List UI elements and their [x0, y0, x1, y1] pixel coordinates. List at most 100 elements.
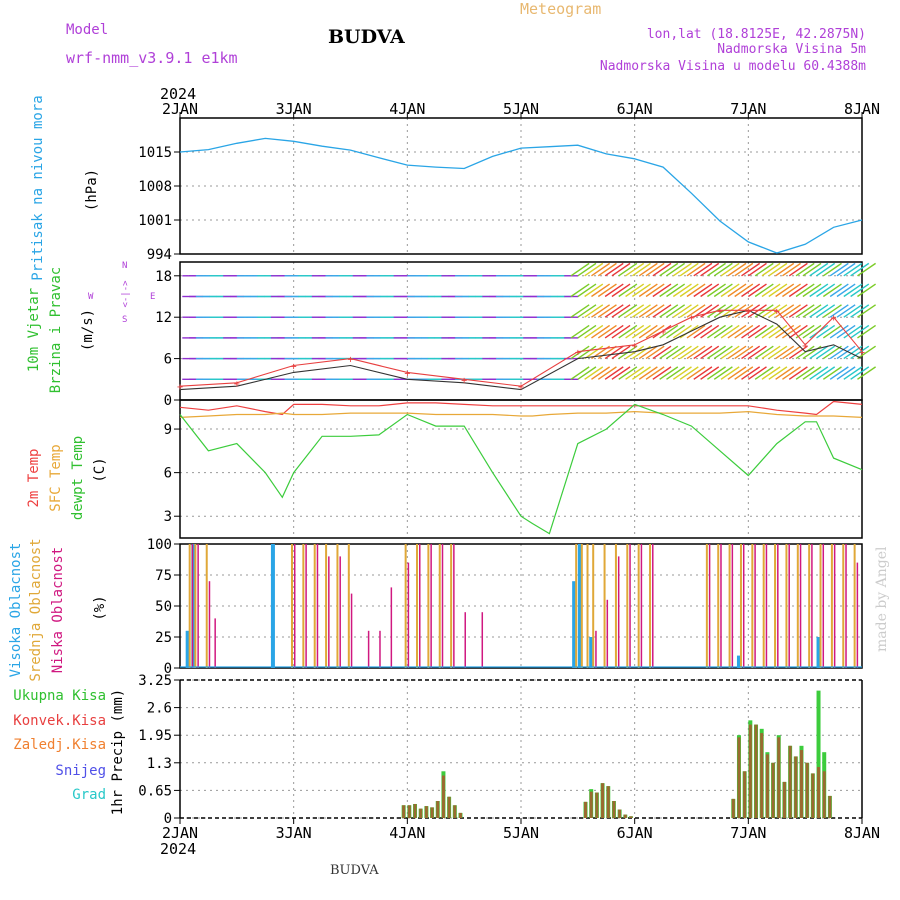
wind-barb	[666, 324, 686, 339]
precip-bar	[805, 762, 809, 818]
wind-barbs	[182, 262, 877, 380]
precip-bar	[413, 803, 417, 818]
wind-barb	[727, 262, 747, 277]
wind-barb	[659, 345, 679, 360]
gust-marker: +	[831, 313, 837, 324]
wind-barb	[836, 345, 856, 360]
wind-barb	[788, 324, 808, 339]
y-tick-label: 3	[164, 509, 172, 525]
wind-barb	[843, 262, 863, 277]
wind-barb	[754, 366, 774, 380]
cloud-bar	[762, 544, 765, 668]
wind-barb	[727, 304, 747, 318]
wind-barb	[700, 304, 720, 318]
y-tick-label: 0	[164, 393, 172, 409]
precip-bar	[447, 796, 451, 818]
cloud-bar	[407, 562, 410, 668]
wind-barb	[822, 345, 842, 360]
location-title: BUDVA	[328, 26, 405, 48]
panel-frame	[179, 543, 863, 669]
wind-barb	[591, 366, 611, 380]
wind-barb	[577, 324, 597, 339]
cloud-bar	[629, 544, 631, 668]
temperature-panel: 3 6 9	[164, 399, 863, 539]
wind-barb	[707, 324, 726, 339]
wind-barb	[618, 262, 638, 277]
wind-barb	[693, 262, 713, 277]
precip-bar	[584, 801, 588, 818]
wind-barb	[618, 366, 638, 380]
cloud-bar	[637, 544, 640, 668]
precip-bar	[424, 806, 428, 818]
cloud-bar	[185, 630, 190, 668]
y-tick-label: 0.65	[138, 783, 172, 799]
wind-barb	[672, 283, 692, 298]
cloud-bar	[819, 544, 822, 668]
dir-north: N	[122, 261, 127, 271]
precip-bar	[402, 805, 406, 818]
gust-marker: +	[688, 313, 694, 324]
wind-barb	[782, 366, 801, 380]
footer-location: BUDVA	[330, 863, 379, 878]
wind-barb	[782, 304, 801, 318]
wind-barb	[788, 304, 808, 318]
wind-barb	[584, 324, 604, 339]
y-tick-label: 1008	[138, 179, 172, 195]
wind-barb	[604, 366, 624, 380]
precip-bar	[606, 786, 610, 818]
cloud-bar	[339, 556, 341, 668]
wind-barb	[857, 283, 877, 298]
cloud-bar	[774, 544, 777, 668]
wind-barb	[761, 262, 781, 277]
cloud-bar	[302, 544, 305, 668]
wind-barb	[625, 324, 645, 339]
x-tick-label-bottom: 2JAN	[162, 824, 198, 842]
dir-arrow: <-|->	[121, 280, 131, 308]
precip-bar	[817, 767, 821, 818]
wind-barb	[768, 366, 788, 380]
gust-marker: +	[745, 306, 751, 317]
gust-marker: +	[575, 348, 581, 359]
wind-barb	[857, 262, 877, 277]
wind-barb	[720, 283, 740, 298]
wind-barb	[816, 345, 836, 360]
cloud-bar	[194, 544, 197, 668]
wind-barb	[645, 324, 665, 339]
wind-barb	[707, 345, 726, 360]
precip-bar	[782, 781, 786, 818]
y-tick-label: 1001	[138, 213, 172, 229]
wind-barb	[836, 262, 856, 277]
cloud-bar	[293, 544, 296, 668]
wind-barb	[604, 324, 624, 339]
wind-barb	[822, 304, 842, 318]
gust-marker: +	[717, 306, 723, 317]
x-tick-label-bottom: 7JAN	[730, 824, 766, 842]
wind-barb	[857, 366, 877, 380]
wind-barb	[822, 283, 842, 298]
wind-barb	[618, 304, 638, 318]
wind-barb	[659, 324, 679, 339]
wind-barb	[584, 262, 604, 277]
wind-barb	[768, 262, 788, 277]
wind-barb	[638, 324, 658, 339]
wind-barb	[775, 366, 795, 380]
x-tick-label-top: 3JAN	[276, 100, 312, 118]
wind-barb	[591, 324, 611, 339]
wind-barb	[584, 345, 604, 360]
wind-barb	[720, 304, 740, 318]
temp-axis-name-2m: 2m Temp	[26, 448, 42, 507]
wind-barb	[597, 304, 617, 318]
y-tick-label: 1.95	[138, 728, 172, 744]
cloud-bar	[833, 544, 836, 668]
wind-barb	[652, 304, 672, 318]
precip-bar	[731, 798, 735, 818]
precip-bar	[794, 756, 798, 818]
wind-barb	[741, 345, 761, 360]
precip-bar	[589, 791, 593, 818]
wind-barb	[693, 304, 713, 318]
temp-series-line	[179, 410, 863, 418]
wind-barb	[747, 262, 767, 277]
precip-bar	[441, 775, 445, 818]
y-tick-label: 18	[155, 269, 172, 285]
